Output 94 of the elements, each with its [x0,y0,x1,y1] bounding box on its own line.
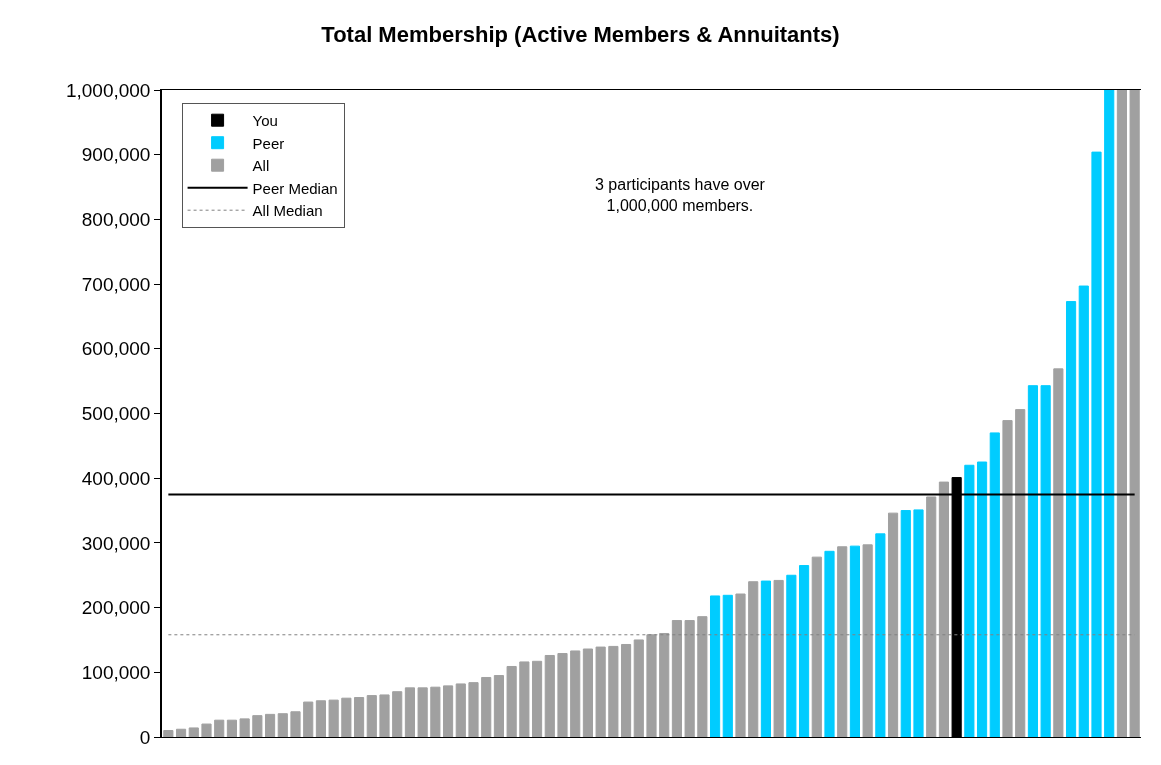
annotation: 3 participants have over 1,000,000 members. [595,176,766,214]
bar [1015,409,1026,737]
y-tick-label: 300,000 [81,532,151,554]
bar [887,512,899,737]
bar [849,545,861,737]
bar [748,581,759,737]
y-tick-label: 200,000 [81,597,151,619]
bar [1116,90,1128,737]
bar [506,665,517,737]
bar [684,620,695,737]
bar [976,461,988,737]
bar [557,653,568,737]
bar [964,464,975,737]
y-tick-label: 800,000 [81,209,151,231]
y-tick-label: 600,000 [81,338,151,360]
bar [620,643,632,737]
bar [938,481,950,737]
bar [392,691,403,737]
bar [837,546,848,737]
bar [646,634,657,737]
legend-label: You [252,112,278,130]
bar [544,654,555,737]
bar [824,550,835,737]
legend-label: Peer Median [252,179,338,197]
bar [366,695,377,737]
bar [760,580,772,737]
y-tick-label: 400,000 [81,467,151,489]
bar [163,730,174,737]
bar [188,727,199,737]
bar [481,676,492,737]
bar [875,533,886,737]
bar [1040,385,1051,737]
y-tick-label: 500,000 [81,403,151,425]
bar [328,699,339,737]
bar [1104,90,1115,737]
bar [633,639,644,737]
bar [277,713,288,737]
y-tick-label: 0 [139,726,151,748]
bar [442,685,454,737]
bar [430,686,441,737]
bar [722,594,733,737]
bar [811,556,822,737]
y-tick-label: 900,000 [81,144,151,166]
bar [798,565,810,737]
bar [341,697,352,737]
bar [519,661,530,737]
y-tick-label: 1,000,000 [65,79,151,101]
legend-label: All Median [252,202,323,220]
bar [608,645,619,737]
bar [252,715,263,737]
y-tick-label: 700,000 [81,273,151,295]
bar [1002,420,1013,737]
bar [1129,90,1140,737]
bar [862,544,873,737]
bar [1078,285,1089,737]
bar [900,510,911,737]
bar [214,719,225,737]
bar [1027,385,1039,737]
bar [353,697,365,737]
bar [913,509,924,737]
bar [201,723,212,737]
bar [786,574,797,737]
bar [175,728,187,737]
legend-label: Peer [252,134,285,152]
bar [417,687,428,737]
bar [659,632,670,737]
bar [1065,301,1077,737]
bar [303,701,314,737]
bar [671,620,683,737]
bar [1053,368,1064,737]
bar [290,711,301,737]
bar [468,682,479,737]
bar [989,432,1000,737]
y-tick-label: 100,000 [81,661,151,683]
bar [264,713,276,737]
bar [697,616,708,737]
bar [582,648,594,737]
bar [315,700,327,737]
bar [709,595,721,737]
bar [404,687,416,737]
legend-label: All [252,157,270,175]
bar [455,683,466,737]
chart-title: Total Membership (Active Members & Annuitants) [321,22,840,48]
bar [239,718,250,737]
bar [493,675,505,737]
bar [570,650,581,737]
bar [773,579,784,737]
bar [735,593,746,737]
bar [926,496,937,737]
bar [531,660,543,737]
bar [595,646,606,737]
bar [226,719,238,737]
bar [379,694,390,737]
bar [1091,151,1102,737]
